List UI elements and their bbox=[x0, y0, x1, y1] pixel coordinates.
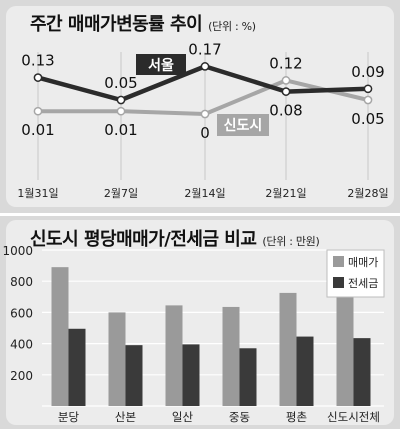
data-label: 0.01 bbox=[104, 121, 137, 139]
data-point bbox=[200, 62, 210, 71]
line-chart: 0.13 0.05 0.17 0.08 0.09 0.01 0.01 0 0.12 0.05 1월… bbox=[0, 0, 400, 213]
line-chart-unit: (단위 : %) bbox=[208, 20, 256, 33]
data-label: 0.05 bbox=[104, 74, 137, 92]
legend-swatch bbox=[333, 256, 344, 267]
bar-jeonse bbox=[296, 336, 314, 406]
x-tick-label: 2월21일 bbox=[265, 186, 306, 200]
data-point bbox=[200, 109, 210, 119]
data-label: 0.12 bbox=[269, 54, 302, 72]
data-point bbox=[116, 95, 126, 105]
bar-chart-title-row: 신도시 평당매매가/전세금 비교 (단위 : 만원) bbox=[30, 225, 320, 251]
x-tick-label: 분당 bbox=[58, 410, 80, 424]
bar-sale bbox=[165, 305, 183, 406]
x-tick-label: 1월31일 bbox=[17, 186, 58, 200]
legend-swatch bbox=[333, 277, 344, 288]
data-label: 0 bbox=[200, 124, 210, 142]
legend-seoul: 서울 bbox=[136, 54, 186, 75]
line-chart-panel: 0.13 0.05 0.17 0.08 0.09 0.01 0.01 0 0.12 0.05 1월… bbox=[0, 0, 400, 213]
data-label: 0.13 bbox=[21, 52, 54, 70]
legend-newtown-badge bbox=[217, 114, 269, 136]
x-tick-label: 산본 bbox=[115, 410, 136, 424]
bar-jeonse bbox=[68, 328, 86, 406]
data-label: 0.05 bbox=[351, 110, 384, 128]
data-label: 0.08 bbox=[269, 102, 302, 120]
x-tick-label: 신도시전체 bbox=[327, 410, 380, 424]
data-label: 0.01 bbox=[21, 121, 54, 139]
data-label: 0.17 bbox=[188, 40, 221, 58]
y-tick-label: 200 bbox=[10, 369, 33, 383]
bar-jeonse bbox=[239, 348, 257, 406]
bar-sale bbox=[222, 306, 240, 406]
x-tick-label: 2월28일 bbox=[347, 186, 388, 200]
bar-jeonse bbox=[125, 345, 143, 406]
y-tick-label: 400 bbox=[10, 338, 33, 352]
y-tick-label: 1000 bbox=[2, 244, 33, 258]
x-tick-label: 일산 bbox=[172, 410, 194, 424]
bar-jeonse bbox=[353, 338, 371, 406]
y-tick-label: 800 bbox=[10, 275, 33, 289]
legend-seoul-label: 서울 bbox=[148, 57, 174, 74]
data-point bbox=[281, 76, 291, 85]
x-tick-label: 2월7일 bbox=[104, 186, 138, 200]
x-tick-label: 평촌 bbox=[286, 410, 307, 424]
data-point bbox=[33, 73, 43, 82]
data-point bbox=[363, 84, 373, 94]
line-chart-title-row: 주간 매매가변동률 추이 (단위 : %) bbox=[30, 10, 256, 36]
data-point bbox=[33, 106, 43, 116]
data-point bbox=[281, 87, 291, 96]
legend-label: 매매가 bbox=[348, 256, 378, 269]
x-tick-label: 중동 bbox=[229, 410, 250, 424]
bar-jeonse bbox=[182, 344, 200, 406]
legend-label: 전세금 bbox=[348, 277, 378, 290]
line-chart-frame bbox=[6, 6, 394, 207]
legend-newtown-label: 신도시 bbox=[224, 118, 263, 134]
bar-sale bbox=[336, 289, 354, 406]
legend-seoul-badge bbox=[136, 54, 186, 75]
bar-chart-unit: (단위 : 만원) bbox=[262, 235, 320, 248]
panel-divider bbox=[0, 213, 400, 216]
bar-chart-title: 신도시 평당매매가/전세금 비교 bbox=[30, 229, 257, 250]
bar-sale bbox=[51, 267, 69, 406]
bar-sale bbox=[108, 312, 126, 406]
bar-sale bbox=[279, 292, 297, 406]
data-point bbox=[116, 106, 126, 116]
line-chart-title: 주간 매매가변동률 추이 bbox=[30, 14, 203, 35]
bar-chart-panel: 200 400 600 800 1000 분당 산본 일산 중동 평촌 신도시전체 매매가 전세금 … bbox=[0, 216, 400, 429]
legend-newtown: 신도시 bbox=[217, 114, 269, 136]
data-label: 0.09 bbox=[351, 63, 384, 81]
y-tick-label: 600 bbox=[10, 306, 33, 320]
data-point bbox=[363, 95, 373, 105]
x-tick-label: 2월14일 bbox=[184, 186, 225, 200]
